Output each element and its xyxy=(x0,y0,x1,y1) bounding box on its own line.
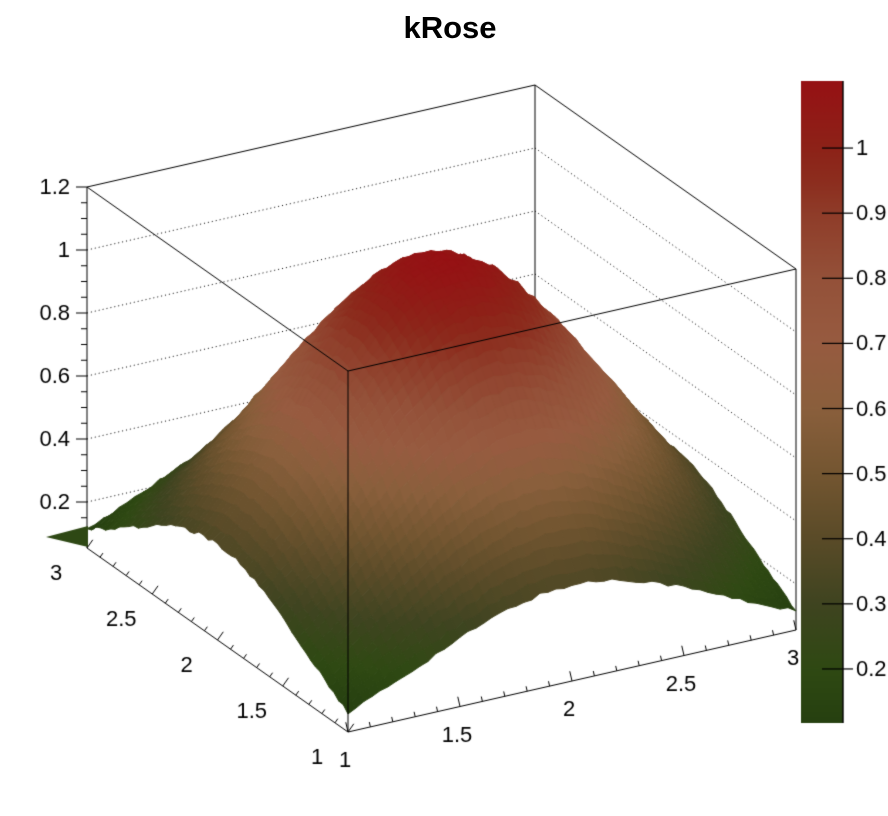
chart-title: kRose xyxy=(403,10,497,45)
